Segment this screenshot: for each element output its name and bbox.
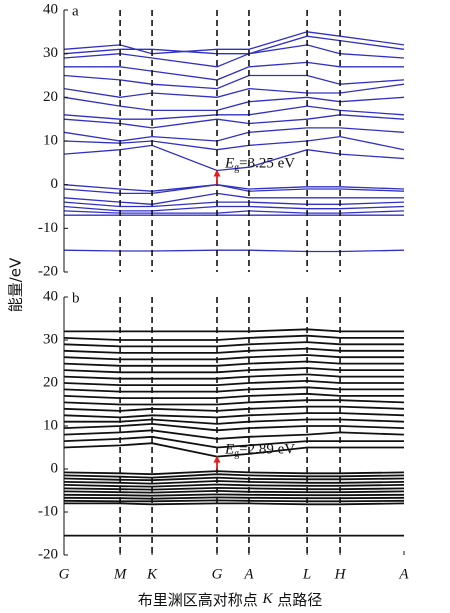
y-tick-label: 0	[51, 176, 59, 192]
band-line	[63, 483, 405, 488]
band-line	[63, 210, 405, 214]
caption: 布里渊区高对称点 K 点路径	[138, 591, 323, 609]
y-tick-label: 40	[43, 1, 58, 17]
band-line	[63, 96, 405, 112]
band-line	[63, 144, 405, 172]
band-line	[63, 489, 405, 494]
band-line	[63, 435, 404, 449]
gap-label-part: E	[224, 156, 234, 172]
band-line	[63, 105, 405, 120]
y-axis-label: 能量/eV	[7, 257, 25, 312]
x-tick-label: G	[59, 566, 70, 582]
x-tick-label: M	[113, 566, 128, 582]
x-tick-label: H	[334, 566, 347, 582]
x-tick-label: G	[212, 566, 223, 582]
x-tick-label: K	[146, 566, 158, 582]
band-line	[63, 135, 405, 151]
band-line	[63, 249, 405, 253]
band-line	[63, 205, 405, 212]
band-line	[63, 496, 405, 500]
band-line	[63, 486, 405, 491]
band-line	[63, 31, 405, 55]
band-line	[63, 354, 404, 361]
band-line	[63, 184, 405, 195]
gap-label-part: =2.89 eV	[239, 442, 295, 458]
band-line	[63, 44, 405, 68]
panel-label: b	[72, 290, 80, 306]
band-line	[64, 418, 405, 425]
band-line	[63, 114, 405, 129]
x-tick-label: A	[398, 566, 409, 582]
gap-label: Eg=2.89 eV	[224, 442, 295, 460]
band-line	[63, 360, 404, 367]
y-tick-label: 30	[43, 331, 58, 347]
band-line	[63, 74, 405, 90]
gap-label-part: g	[234, 163, 239, 174]
y-tick-label: -20	[38, 263, 58, 279]
gap-label-part: g	[234, 449, 239, 460]
band-line	[63, 442, 404, 458]
band-line	[63, 367, 404, 374]
band-line	[63, 386, 404, 393]
y-tick-label: -10	[38, 503, 58, 519]
y-tick-label: 40	[43, 288, 58, 304]
band-line	[63, 35, 405, 55]
band-line	[63, 399, 405, 406]
y-tick-label: 20	[43, 89, 58, 105]
band-line	[63, 480, 405, 485]
band-line	[63, 341, 404, 348]
band-line	[63, 192, 404, 205]
band-line	[63, 379, 404, 386]
y-tick-label: -10	[38, 220, 58, 236]
band-line	[63, 476, 405, 482]
band-line	[63, 184, 405, 192]
x-tick-label: A	[243, 566, 254, 582]
band-line	[63, 405, 405, 412]
band-line	[63, 429, 405, 440]
gap-label-part: E	[224, 442, 234, 458]
band-line	[64, 61, 404, 81]
y-tick-label: -20	[38, 546, 58, 562]
caption-text: 点路径	[273, 591, 323, 609]
gap-arrow-head	[213, 455, 221, 463]
band-line	[63, 412, 405, 419]
y-tick-label: 30	[43, 45, 58, 61]
band-line	[63, 127, 405, 142]
caption-text: 布里渊区高对称点	[138, 591, 263, 609]
band-line	[63, 334, 404, 341]
band-line	[63, 83, 405, 98]
band-line	[64, 502, 405, 506]
band-line	[63, 473, 405, 479]
band-line	[63, 392, 404, 399]
y-tick-label: 0	[51, 460, 59, 476]
band-line	[63, 373, 404, 380]
x-tick-label: L	[302, 566, 311, 582]
y-tick-label: 10	[43, 132, 58, 148]
gap-label-part: =3.25 eV	[239, 156, 295, 172]
panel-label: a	[72, 3, 79, 19]
band-line	[63, 347, 404, 354]
gap-label: Eg=3.25 eV	[224, 156, 295, 174]
caption-k: K	[261, 591, 273, 607]
band-line	[63, 499, 405, 503]
band-line	[64, 328, 404, 333]
gap-arrow-head	[213, 169, 221, 177]
y-tick-label: 20	[43, 374, 58, 390]
y-tick-label: 10	[43, 417, 58, 433]
band-line	[63, 470, 405, 476]
band-line	[63, 201, 405, 208]
band-line	[63, 422, 405, 432]
band-line	[63, 493, 405, 497]
